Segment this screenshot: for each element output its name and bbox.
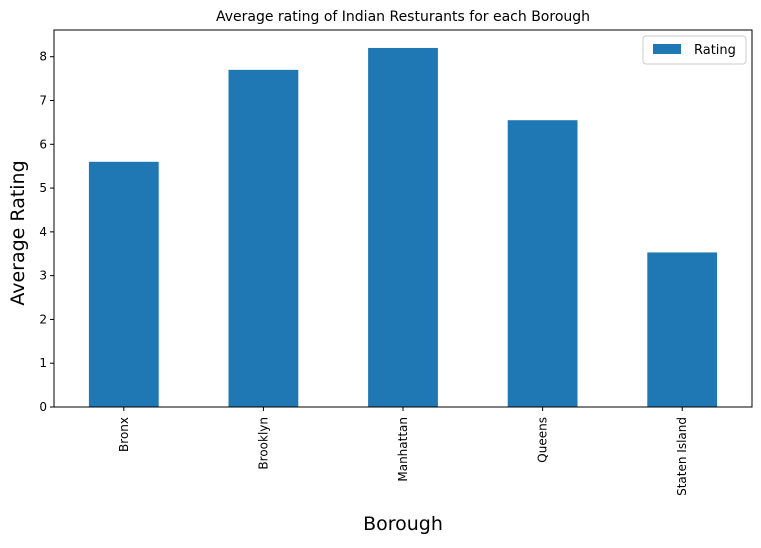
x-tick-label: Manhattan (396, 417, 410, 482)
legend-swatch (653, 44, 681, 54)
chart-title: Average rating of Indian Resturants for … (216, 9, 590, 25)
legend-box (642, 35, 747, 65)
y-tick-label: 6 (39, 137, 47, 151)
x-axis-label: Borough (363, 513, 443, 535)
legend: Rating (642, 35, 747, 65)
y-tick-label: 5 (39, 181, 47, 195)
y-tick-label: 4 (39, 225, 47, 239)
y-tick-label: 0 (39, 400, 47, 414)
bar (507, 120, 578, 407)
x-tick-label: Bronx (117, 417, 131, 452)
y-axis: 0 1 2 3 4 5 6 7 8 (39, 50, 54, 414)
bars-group (88, 47, 718, 408)
y-tick-label: 7 (39, 93, 47, 107)
y-axis-label: Average Rating (7, 160, 29, 305)
legend-label: Rating (694, 43, 736, 58)
x-tick-label: Queens (536, 417, 550, 463)
bar (647, 252, 718, 407)
x-axis: Bronx Brooklyn Manhattan Queens Staten Islan… (117, 407, 689, 496)
y-tick-label: 1 (39, 356, 47, 370)
x-tick-label: Staten Island (675, 417, 689, 496)
bar (228, 69, 299, 408)
y-tick-label: 8 (39, 50, 47, 64)
bar (368, 47, 438, 407)
y-tick-label: 3 (39, 269, 47, 283)
y-tick-label: 2 (39, 312, 47, 326)
plot-frame (53, 29, 753, 408)
x-tick-label: Brooklyn (256, 417, 270, 470)
bar (88, 161, 159, 407)
